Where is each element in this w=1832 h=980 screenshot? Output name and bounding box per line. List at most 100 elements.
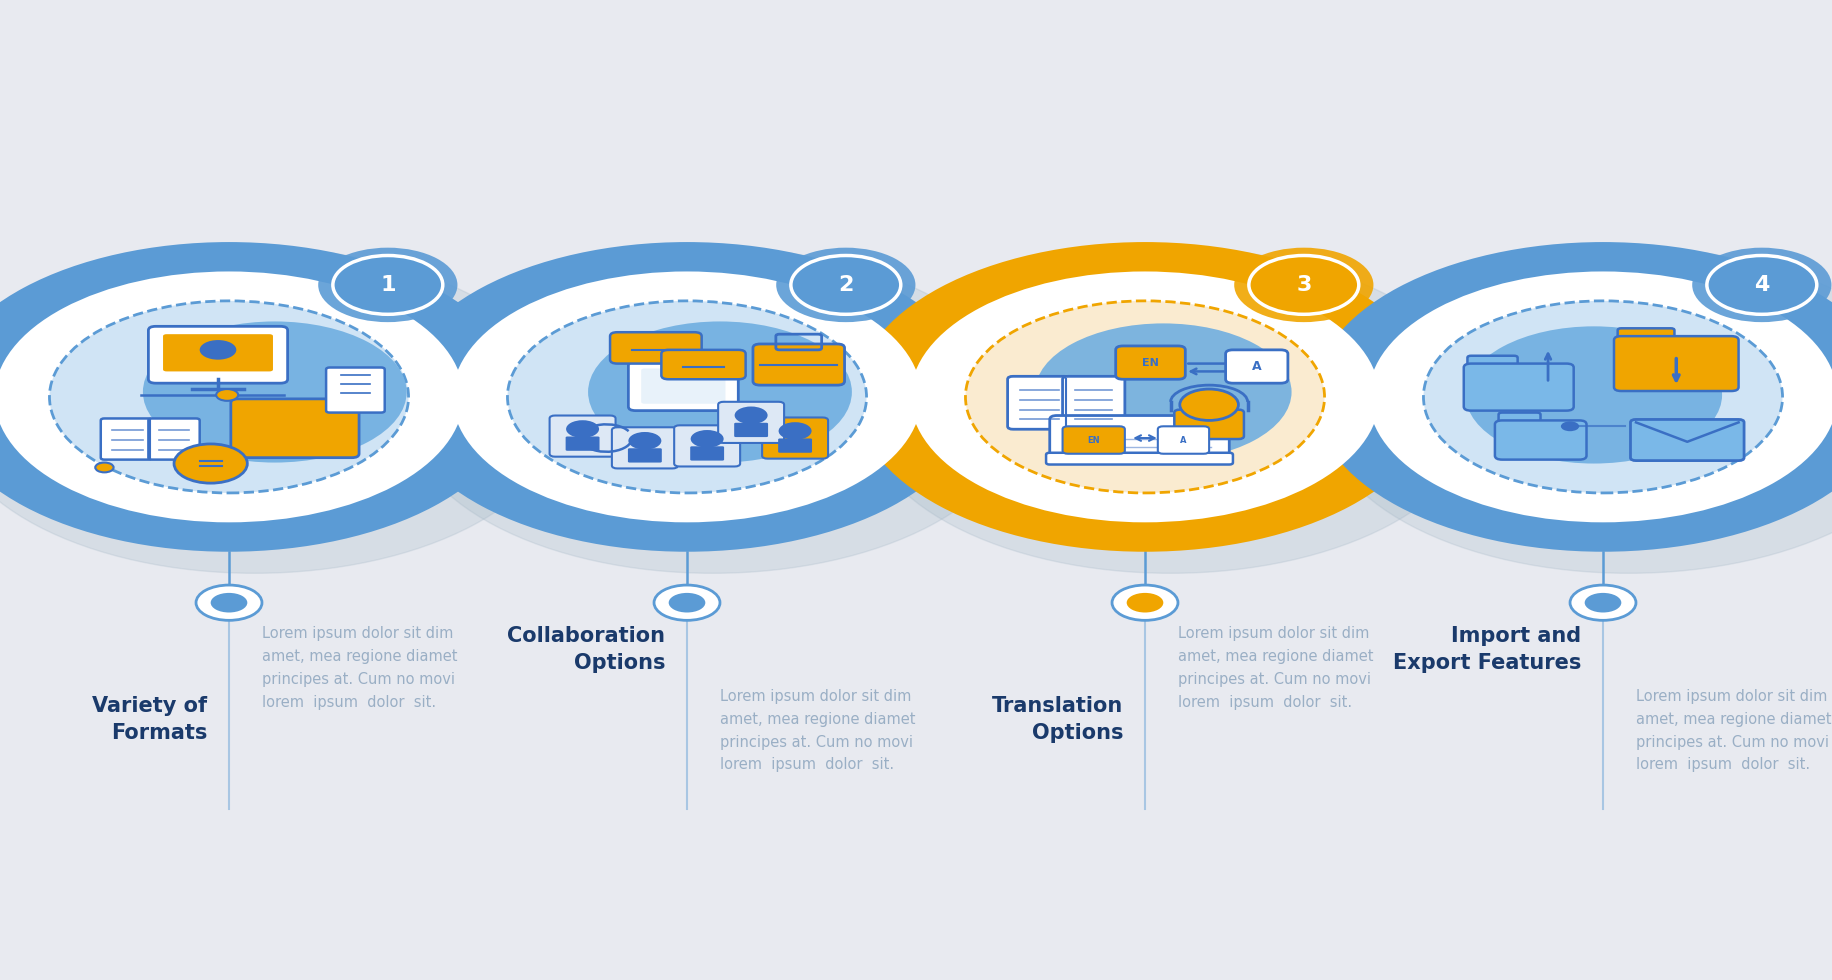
FancyBboxPatch shape [101,418,152,460]
FancyBboxPatch shape [550,416,616,457]
FancyBboxPatch shape [1050,416,1229,463]
Text: Lorem ipsum dolor sit dim
amet, mea regione diamet
principes at. Cum no movi
lor: Lorem ipsum dolor sit dim amet, mea regi… [1636,689,1832,772]
Text: 1: 1 [379,275,396,295]
Circle shape [791,256,901,315]
Circle shape [49,301,409,493]
FancyBboxPatch shape [718,402,784,443]
Circle shape [669,593,705,612]
Circle shape [1035,323,1292,461]
Ellipse shape [405,248,1020,573]
Text: 2: 2 [837,275,854,295]
Circle shape [628,432,661,450]
Circle shape [965,301,1325,493]
Text: EN: EN [1141,358,1160,368]
Circle shape [174,444,247,483]
Text: Collaboration
Options: Collaboration Options [507,626,665,673]
FancyBboxPatch shape [1495,420,1587,460]
FancyBboxPatch shape [1464,364,1574,411]
Circle shape [1180,389,1238,420]
Circle shape [856,242,1434,552]
Ellipse shape [0,248,562,573]
Circle shape [196,585,262,620]
FancyBboxPatch shape [1174,410,1244,439]
FancyBboxPatch shape [1467,356,1517,373]
FancyBboxPatch shape [641,368,725,404]
Text: EN: EN [1088,435,1099,445]
Circle shape [398,242,976,552]
Circle shape [779,422,812,440]
Circle shape [588,321,852,463]
Circle shape [1249,256,1359,315]
Circle shape [1466,326,1722,464]
Text: Translation
Options: Translation Options [991,696,1123,743]
Text: 3: 3 [1295,275,1312,295]
Circle shape [1369,271,1832,522]
Text: Import and
Export Features: Import and Export Features [1392,626,1581,673]
Circle shape [1570,585,1636,620]
FancyBboxPatch shape [628,362,738,411]
FancyBboxPatch shape [691,446,724,461]
FancyBboxPatch shape [148,326,288,383]
Circle shape [0,242,518,552]
Circle shape [1707,256,1817,315]
FancyBboxPatch shape [735,422,768,437]
Circle shape [1127,593,1163,612]
Circle shape [143,321,407,463]
Text: A: A [1251,360,1262,373]
Circle shape [216,389,238,401]
Text: A: A [1180,435,1187,445]
FancyBboxPatch shape [1499,413,1541,430]
FancyBboxPatch shape [612,427,678,468]
Circle shape [654,585,720,620]
FancyBboxPatch shape [1618,328,1674,346]
Circle shape [319,248,458,322]
FancyBboxPatch shape [1008,376,1070,429]
FancyBboxPatch shape [661,350,746,379]
Text: Lorem ipsum dolor sit dim
amet, mea regione diamet
principes at. Cum no movi
lor: Lorem ipsum dolor sit dim amet, mea regi… [262,626,458,710]
FancyBboxPatch shape [628,448,661,463]
Circle shape [1693,248,1832,322]
FancyBboxPatch shape [163,334,273,371]
FancyBboxPatch shape [1116,346,1185,379]
FancyBboxPatch shape [566,436,599,451]
Text: Lorem ipsum dolor sit dim
amet, mea regione diamet
principes at. Cum no movi
lor: Lorem ipsum dolor sit dim amet, mea regi… [720,689,916,772]
Circle shape [1585,593,1621,612]
Circle shape [95,463,114,472]
FancyBboxPatch shape [762,417,828,459]
FancyBboxPatch shape [610,332,702,364]
Circle shape [200,340,236,360]
FancyBboxPatch shape [674,425,740,466]
Circle shape [1112,585,1178,620]
FancyBboxPatch shape [753,344,845,385]
Circle shape [1561,421,1579,431]
Circle shape [691,430,724,448]
Circle shape [735,407,768,424]
Circle shape [777,248,916,322]
Circle shape [453,271,921,522]
FancyBboxPatch shape [148,418,200,460]
FancyBboxPatch shape [1614,336,1739,391]
FancyBboxPatch shape [1158,426,1209,454]
FancyBboxPatch shape [1226,350,1288,383]
Text: 4: 4 [1753,275,1770,295]
Circle shape [1235,248,1374,322]
FancyBboxPatch shape [231,399,359,458]
Circle shape [1423,301,1783,493]
Text: Variety of
Formats: Variety of Formats [92,696,207,743]
Circle shape [1314,242,1832,552]
FancyBboxPatch shape [1063,376,1125,429]
Ellipse shape [863,248,1478,573]
FancyBboxPatch shape [326,368,385,413]
Circle shape [911,271,1379,522]
FancyBboxPatch shape [1063,426,1125,454]
Text: Lorem ipsum dolor sit dim
amet, mea regione diamet
principes at. Cum no movi
lor: Lorem ipsum dolor sit dim amet, mea regi… [1178,626,1374,710]
FancyBboxPatch shape [779,438,812,453]
FancyBboxPatch shape [1630,419,1744,461]
FancyBboxPatch shape [1046,453,1233,465]
Circle shape [507,301,867,493]
Circle shape [211,593,247,612]
Circle shape [566,420,599,438]
Ellipse shape [1321,248,1832,573]
Circle shape [0,271,463,522]
Circle shape [333,256,443,315]
